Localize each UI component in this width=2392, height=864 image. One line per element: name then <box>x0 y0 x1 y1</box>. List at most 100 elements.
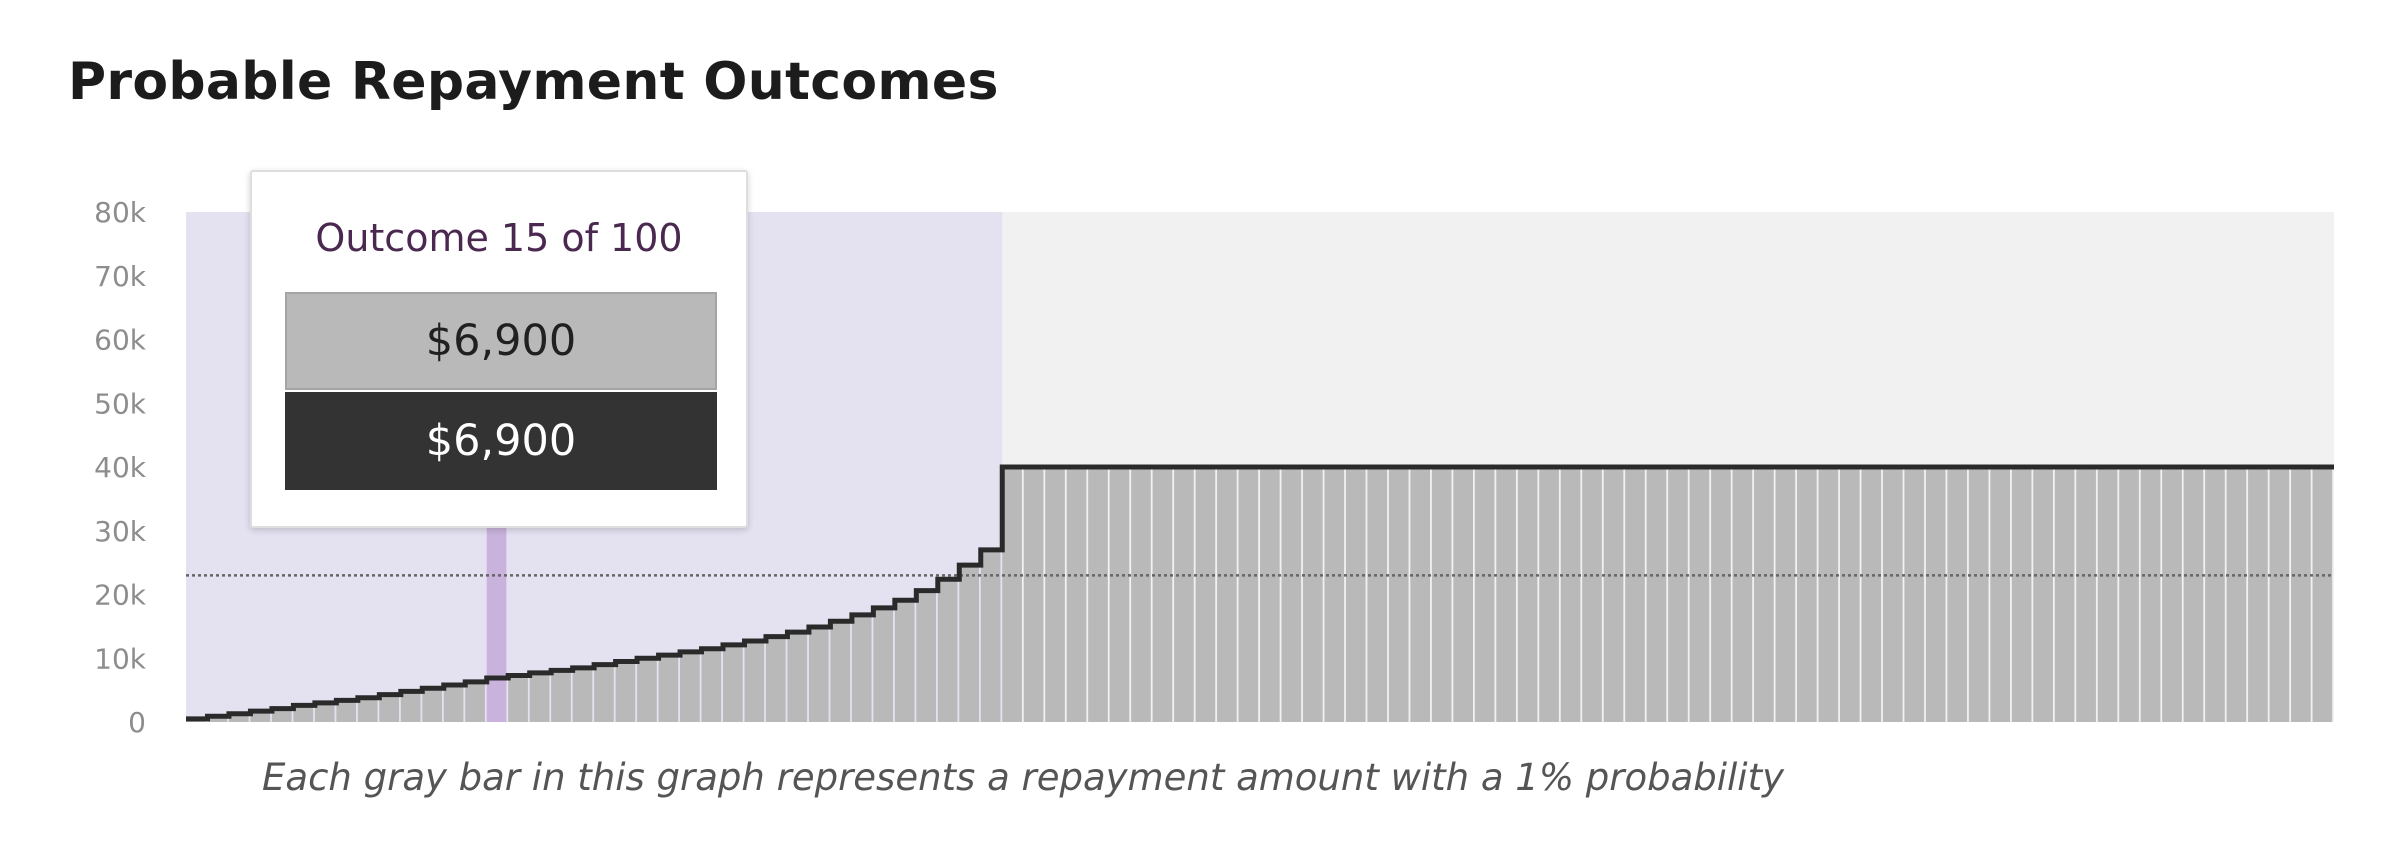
outcome-bar[interactable] <box>1775 467 1796 722</box>
outcome-bar[interactable] <box>873 607 894 722</box>
outcome-bar[interactable] <box>1625 467 1645 722</box>
outcome-bar[interactable] <box>1388 467 1409 722</box>
outcome-bar[interactable] <box>1754 467 1774 722</box>
outcome-bar[interactable] <box>1539 467 1559 722</box>
outcome-bar[interactable] <box>228 713 249 722</box>
outcome-bar[interactable] <box>680 651 700 722</box>
outcome-bar[interactable] <box>916 590 936 722</box>
outcome-bar[interactable] <box>894 600 915 722</box>
outcome-bar[interactable] <box>980 549 1001 722</box>
outcome-bar[interactable] <box>2312 467 2333 722</box>
outcome-bar[interactable] <box>594 664 614 722</box>
outcome-bar[interactable] <box>1797 467 1817 722</box>
outcome-bar[interactable] <box>1238 467 1259 722</box>
outcome-bar[interactable] <box>357 697 378 722</box>
outcome-bar[interactable] <box>1689 467 1710 722</box>
outcome-bar[interactable] <box>1861 467 1882 722</box>
outcome-bar[interactable] <box>1281 467 1302 722</box>
outcome-bar[interactable] <box>271 708 292 722</box>
outcome-bar[interactable] <box>400 691 421 722</box>
outcome-bar[interactable] <box>314 702 335 722</box>
outcome-bar[interactable] <box>1002 467 1022 722</box>
outcome-bar[interactable] <box>465 681 485 722</box>
outcome-bar[interactable] <box>1410 467 1431 722</box>
outcome-bar[interactable] <box>723 644 743 722</box>
outcome-bar[interactable] <box>1646 467 1667 722</box>
outcome-bar[interactable] <box>508 675 528 722</box>
outcome-bar[interactable] <box>250 711 271 722</box>
outcome-bar[interactable] <box>1217 467 1237 722</box>
outcome-bar[interactable] <box>551 670 571 722</box>
outcome-bar[interactable] <box>1152 467 1173 722</box>
outcome-bar[interactable] <box>443 685 464 722</box>
outcome-bar[interactable] <box>1045 467 1065 722</box>
outcome-bar[interactable] <box>744 641 765 722</box>
outcome-bar[interactable] <box>1560 467 1581 722</box>
outcome-bar[interactable] <box>1496 467 1516 722</box>
outcome-bar[interactable] <box>379 694 399 722</box>
outcome-bar[interactable] <box>851 614 872 722</box>
outcome-bar[interactable] <box>1582 467 1602 722</box>
outcome-bar[interactable] <box>937 579 958 722</box>
outcome-bar[interactable] <box>2076 467 2096 722</box>
outcome-bar[interactable] <box>1302 467 1323 722</box>
outcome-bar[interactable] <box>2011 467 2032 722</box>
outcome-bar[interactable] <box>2205 467 2225 722</box>
outcome-bar[interactable] <box>1023 467 1044 722</box>
outcome-bar[interactable] <box>1345 467 1366 722</box>
outcome-bar[interactable] <box>1195 467 1216 722</box>
outcome-bar[interactable] <box>2183 467 2204 722</box>
outcome-bar[interactable] <box>1603 467 1624 722</box>
outcome-bar[interactable] <box>1131 467 1151 722</box>
outcome-bar[interactable] <box>336 700 357 722</box>
outcome-bar[interactable] <box>830 621 851 722</box>
outcome-bar[interactable] <box>2033 467 2053 722</box>
outcome-bar[interactable] <box>2291 467 2311 722</box>
outcome-bar[interactable] <box>572 667 593 722</box>
outcome-bar[interactable] <box>1668 467 1688 722</box>
outcome-bar[interactable] <box>1367 467 1388 722</box>
outcome-bar[interactable] <box>1711 467 1731 722</box>
outcome-bar[interactable] <box>1109 467 1130 722</box>
outcome-bar[interactable] <box>765 636 786 722</box>
outcome-bar[interactable] <box>615 661 636 722</box>
outcome-bar[interactable] <box>959 565 979 722</box>
outcome-bar[interactable] <box>1818 467 1839 722</box>
outcome-bar[interactable] <box>1517 467 1538 722</box>
outcome-bar[interactable] <box>529 672 550 722</box>
outcome-bar[interactable] <box>1474 467 1495 722</box>
outcome-bar[interactable] <box>207 716 228 722</box>
outcome-bar[interactable] <box>422 688 442 722</box>
outcome-bar[interactable] <box>1904 467 1925 722</box>
outcome-bar[interactable] <box>2140 467 2161 722</box>
outcome-bar[interactable] <box>2097 467 2118 722</box>
outcome-bar[interactable] <box>1088 467 1108 722</box>
y-axis: 0 10k 20k 30k 40k 50k 60k 70k 80k <box>94 196 147 739</box>
y-tick-label: 10k <box>94 642 147 675</box>
outcome-bar[interactable] <box>1882 467 1903 722</box>
outcome-bar[interactable] <box>1431 467 1452 722</box>
outcome-bar[interactable] <box>1968 467 1989 722</box>
outcome-bar[interactable] <box>2269 467 2290 722</box>
outcome-bar[interactable] <box>2226 467 2247 722</box>
outcome-bar[interactable] <box>1260 467 1280 722</box>
outcome-bar[interactable] <box>637 658 657 722</box>
outcome-bar[interactable] <box>701 648 722 722</box>
outcome-bar[interactable] <box>1839 467 1860 722</box>
outcome-bar[interactable] <box>293 705 314 722</box>
outcome-bar[interactable] <box>2162 467 2182 722</box>
outcome-bar[interactable] <box>1732 467 1753 722</box>
outcome-bar[interactable] <box>2248 467 2268 722</box>
outcome-bar[interactable] <box>1990 467 2010 722</box>
outcome-bar[interactable] <box>1925 467 1946 722</box>
outcome-bar[interactable] <box>1453 467 1473 722</box>
outcome-bar[interactable] <box>1947 467 1968 722</box>
outcome-bar[interactable] <box>2054 467 2075 722</box>
outcome-bar[interactable] <box>1066 467 1087 722</box>
outcome-bar[interactable] <box>2119 467 2139 722</box>
outcome-bar[interactable] <box>1174 467 1194 722</box>
outcome-bar[interactable] <box>658 655 679 722</box>
outcome-bar[interactable] <box>808 627 829 722</box>
outcome-bar[interactable] <box>787 632 808 722</box>
outcome-bar[interactable] <box>1324 467 1345 722</box>
